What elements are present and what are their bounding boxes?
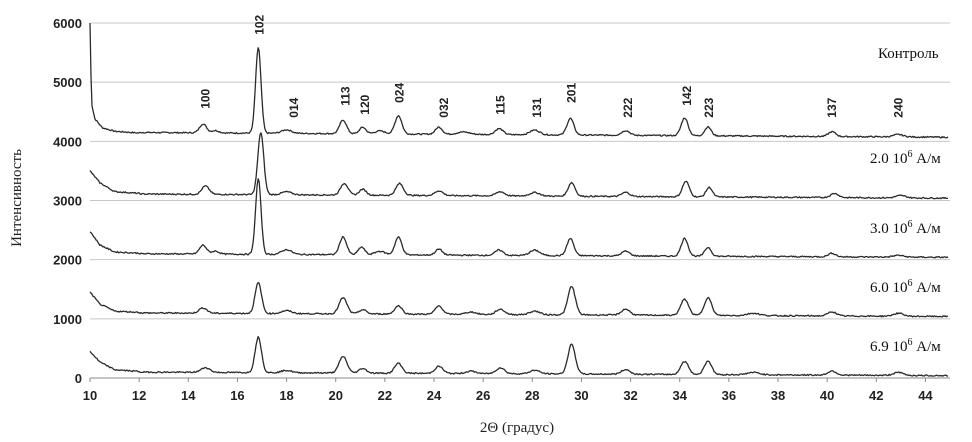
x-tick-label: 32 [623, 388, 637, 403]
peak-label: 222 [621, 97, 635, 117]
x-tick-label: 22 [378, 388, 392, 403]
peak-label: 142 [680, 85, 694, 105]
x-tick-label: 18 [279, 388, 293, 403]
y-tick-label: 4000 [53, 134, 82, 149]
x-tick-label: 40 [820, 388, 834, 403]
peak-label: 014 [287, 97, 301, 117]
x-tick-label: 20 [328, 388, 342, 403]
series-line [89, 132, 949, 200]
peak-label: 032 [437, 97, 451, 117]
y-axis-title: Интенсивность [9, 149, 25, 247]
series-label: 6.0 106 А/м [870, 278, 941, 296]
peak-label: 102 [253, 14, 267, 34]
x-tick-label: 28 [525, 388, 539, 403]
x-tick-label: 42 [869, 388, 883, 403]
series-line [89, 281, 949, 318]
y-tick-label: 5000 [53, 75, 82, 90]
x-tick-label: 30 [574, 388, 588, 403]
series-line [89, 335, 949, 377]
x-tick-label: 34 [672, 388, 687, 403]
y-tick-label: 2000 [53, 253, 82, 268]
peak-label: 201 [565, 83, 579, 103]
peak-label: 131 [530, 97, 544, 117]
x-tick-label: 36 [722, 388, 736, 403]
annotations: Контроль 2.0 106 А/м 3.0 106 А/м 6.0 106 А/… [199, 14, 942, 355]
x-tick-label: 44 [918, 388, 933, 403]
y-tick-label: 1000 [53, 312, 82, 327]
y-tick-label: 0 [75, 371, 82, 386]
series-label: 3.0 106 А/м [870, 219, 941, 237]
x-tick-label: 14 [181, 388, 196, 403]
x-tick-label: 12 [132, 388, 146, 403]
x-tick-label: 16 [230, 388, 244, 403]
series-line [89, 22, 949, 139]
x-tick-label: 38 [771, 388, 785, 403]
y-tick-label: 6000 [53, 16, 82, 31]
series-label: 6.9 106 А/м [870, 337, 941, 355]
x-tick-label: 24 [427, 388, 442, 403]
peak-label: 113 [339, 86, 353, 106]
series-label: 2.0 106 А/м [870, 149, 941, 167]
peak-label: 100 [199, 88, 213, 108]
x-tick-label: 10 [83, 388, 97, 403]
y-tick-label: 3000 [53, 194, 82, 209]
peak-label: 115 [493, 95, 507, 115]
peak-label: 240 [891, 97, 905, 117]
series-traces [89, 22, 949, 377]
peak-label: 120 [358, 94, 372, 114]
series-line [89, 178, 949, 259]
peak-label: 223 [702, 97, 716, 117]
x-tick-label: 26 [476, 388, 490, 403]
peak-label: 137 [825, 97, 839, 117]
x-axis-title: 2Θ (градус) [480, 420, 554, 436]
grid-lines [90, 22, 950, 379]
series-label: Контроль [878, 46, 939, 62]
peak-label: 024 [393, 83, 407, 103]
